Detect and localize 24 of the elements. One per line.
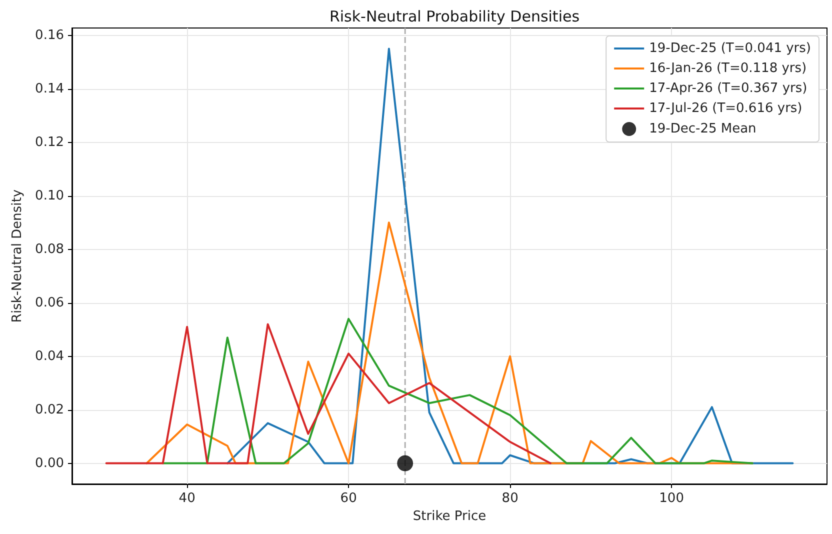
x-tick-label: 100 <box>659 491 684 506</box>
line-series <box>146 222 754 464</box>
y-tick-label: 0.12 <box>35 134 64 150</box>
legend-label: 19-Dec-25 Mean <box>649 122 756 136</box>
y-tick-label: 0.02 <box>35 402 64 418</box>
y-tick-label: 0.10 <box>35 188 64 204</box>
y-tick-label: 0.16 <box>35 28 64 43</box>
legend-label: 17-Apr-26 (T=0.367 yrs) <box>649 81 808 96</box>
y-tick-label: 0.00 <box>35 456 64 471</box>
x-axis-title: Strike Price <box>412 509 486 524</box>
y-tick-label: 0.14 <box>35 81 64 96</box>
legend-label: 17-Jul-26 (T=0.616 yrs) <box>649 101 802 116</box>
x-tick-label: 80 <box>502 491 518 506</box>
legend-label: 16-Jan-26 (T=0.118 yrs) <box>649 61 807 76</box>
line-series <box>105 323 552 464</box>
y-tick-label: 0.06 <box>35 295 64 310</box>
legend-label: 19-Dec-25 (T=0.041 yrs) <box>649 41 811 56</box>
line-series <box>162 318 754 464</box>
x-tick-label: 40 <box>178 491 196 506</box>
y-tick-label: 0.08 <box>35 242 64 257</box>
y-axis-title: Risk-Neutral Density <box>10 189 25 323</box>
chart-title: Risk-Neutral Probability Densities <box>329 8 580 26</box>
y-tick-label: 0.04 <box>35 348 64 364</box>
x-tick-label: 60 <box>340 491 357 506</box>
